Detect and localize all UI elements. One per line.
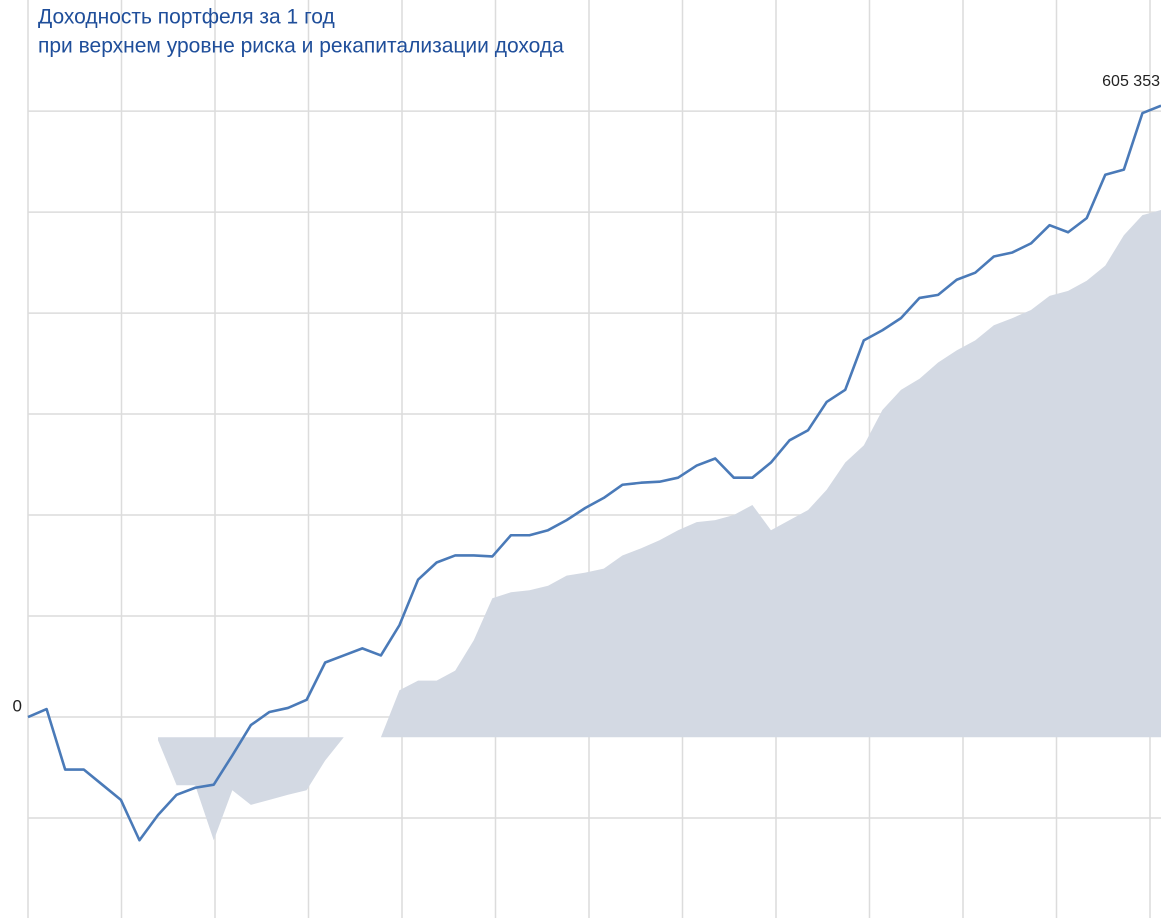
annotation: 605 353: [1102, 73, 1160, 90]
marks: [27, 104, 1161, 842]
y-tick-label: 0: [13, 697, 22, 716]
chart-subtitle: при верхнем уровне риска и рекапитализац…: [38, 35, 564, 58]
line: [27, 104, 1161, 842]
chart-title: Доходность портфеля за 1 год: [38, 6, 335, 29]
area: [158, 210, 1161, 841]
